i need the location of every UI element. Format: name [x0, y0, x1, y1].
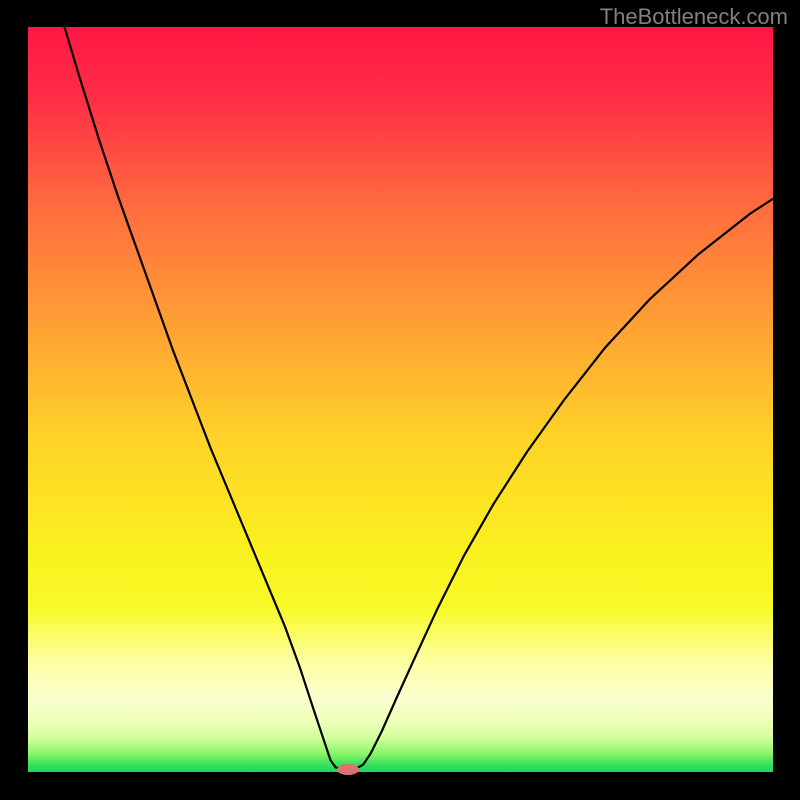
watermark-text: TheBottleneck.com: [600, 4, 788, 30]
bottleneck-curve-layer: [0, 0, 800, 800]
chart-frame: TheBottleneck.com: [0, 0, 800, 800]
bottleneck-curve: [65, 27, 774, 768]
trough-marker: [337, 764, 359, 775]
